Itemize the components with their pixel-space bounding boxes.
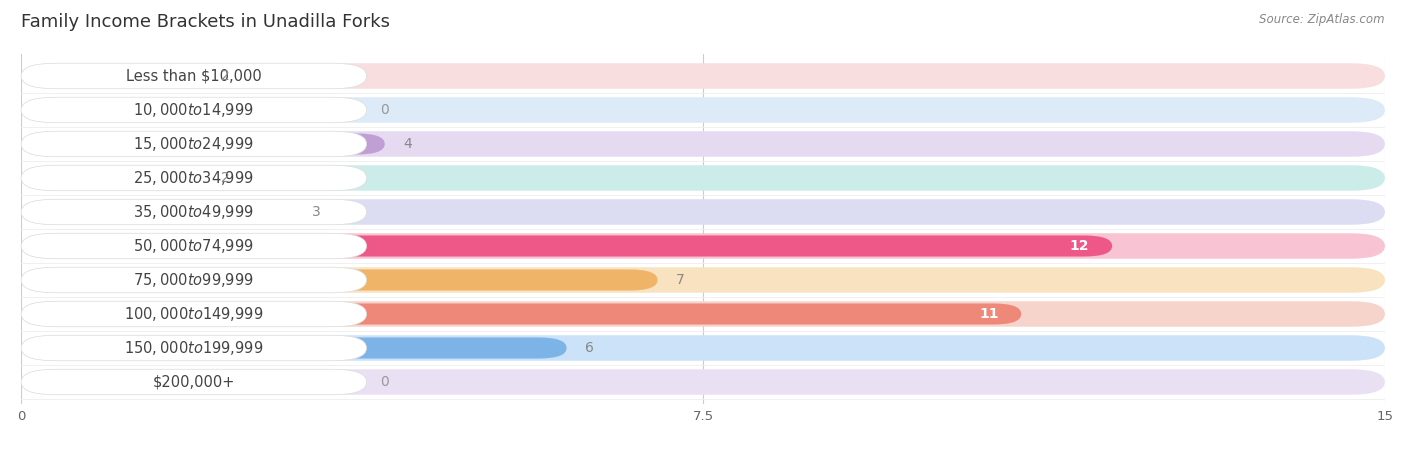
Text: 4: 4 (404, 137, 412, 151)
FancyBboxPatch shape (21, 97, 1385, 123)
Text: $35,000 to $49,999: $35,000 to $49,999 (134, 203, 254, 221)
FancyBboxPatch shape (21, 338, 567, 359)
FancyBboxPatch shape (21, 233, 367, 259)
FancyBboxPatch shape (21, 267, 1385, 293)
Text: Family Income Brackets in Unadilla Forks: Family Income Brackets in Unadilla Forks (21, 13, 389, 31)
FancyBboxPatch shape (21, 63, 1385, 89)
FancyBboxPatch shape (21, 304, 1021, 325)
Text: Source: ZipAtlas.com: Source: ZipAtlas.com (1260, 13, 1385, 26)
Text: $15,000 to $24,999: $15,000 to $24,999 (134, 135, 254, 153)
FancyBboxPatch shape (21, 131, 367, 157)
Text: $150,000 to $199,999: $150,000 to $199,999 (124, 339, 263, 357)
FancyBboxPatch shape (21, 269, 658, 291)
FancyBboxPatch shape (21, 133, 385, 154)
FancyBboxPatch shape (21, 335, 1385, 361)
FancyBboxPatch shape (21, 233, 1385, 259)
FancyBboxPatch shape (21, 199, 1385, 225)
Text: 2: 2 (221, 171, 229, 185)
Text: $25,000 to $34,999: $25,000 to $34,999 (134, 169, 254, 187)
FancyBboxPatch shape (21, 202, 294, 223)
Text: $200,000+: $200,000+ (153, 374, 235, 389)
FancyBboxPatch shape (21, 66, 202, 87)
FancyBboxPatch shape (21, 267, 367, 293)
FancyBboxPatch shape (21, 165, 367, 191)
Text: 3: 3 (312, 205, 321, 219)
FancyBboxPatch shape (21, 335, 367, 361)
Text: Less than $10,000: Less than $10,000 (127, 69, 262, 84)
FancyBboxPatch shape (21, 131, 1385, 157)
FancyBboxPatch shape (21, 369, 1385, 395)
Text: $10,000 to $14,999: $10,000 to $14,999 (134, 101, 254, 119)
FancyBboxPatch shape (21, 167, 202, 189)
FancyBboxPatch shape (21, 235, 1112, 256)
Text: 0: 0 (380, 103, 389, 117)
Text: $50,000 to $74,999: $50,000 to $74,999 (134, 237, 254, 255)
Text: 2: 2 (221, 69, 229, 83)
Text: $100,000 to $149,999: $100,000 to $149,999 (124, 305, 263, 323)
Text: 11: 11 (979, 307, 998, 321)
FancyBboxPatch shape (21, 97, 367, 123)
FancyBboxPatch shape (21, 301, 367, 327)
Text: $75,000 to $99,999: $75,000 to $99,999 (134, 271, 254, 289)
Text: 12: 12 (1070, 239, 1090, 253)
FancyBboxPatch shape (21, 369, 367, 395)
FancyBboxPatch shape (21, 301, 1385, 327)
FancyBboxPatch shape (21, 199, 367, 225)
FancyBboxPatch shape (21, 165, 1385, 191)
Text: 7: 7 (676, 273, 685, 287)
Text: 0: 0 (380, 375, 389, 389)
FancyBboxPatch shape (21, 63, 367, 89)
Text: 6: 6 (585, 341, 593, 355)
